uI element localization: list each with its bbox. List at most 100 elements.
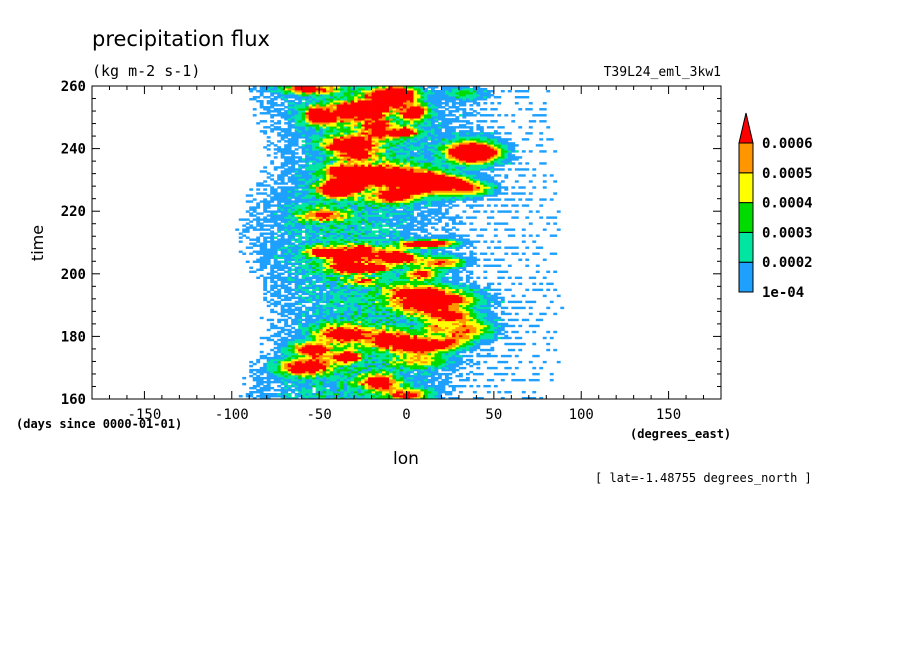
field-cell [249, 370, 254, 374]
field-cell [444, 332, 449, 336]
field-cell [266, 236, 271, 239]
field-cell [357, 286, 362, 290]
field-cell [406, 360, 411, 364]
field-cell [399, 258, 404, 261]
field-cell [340, 360, 344, 364]
field-cell [462, 350, 467, 354]
field-cell [336, 312, 341, 316]
field-cell [500, 310, 505, 314]
field-cell [434, 370, 439, 374]
field-cell [343, 304, 348, 308]
field-cell [294, 346, 299, 350]
field-cell [385, 358, 390, 362]
field-cell [368, 242, 372, 245]
field-cell [434, 392, 439, 396]
field-cell [427, 378, 432, 382]
field-cell [465, 294, 470, 298]
field-cell [389, 392, 393, 396]
field-cell [378, 342, 383, 346]
field-cell [347, 384, 351, 388]
field-cell [504, 336, 509, 340]
field-cell [298, 300, 303, 304]
field-cell [455, 240, 460, 243]
field-cell [270, 248, 275, 251]
field-cell [382, 278, 386, 282]
field-cell [273, 248, 278, 251]
field-cell [462, 298, 467, 302]
field-cell [423, 276, 428, 280]
field-cell [371, 384, 376, 388]
field-cell [280, 294, 285, 298]
field-cell [326, 248, 331, 251]
field-cell [357, 256, 362, 259]
field-cell [448, 306, 453, 310]
field-cell [413, 274, 418, 278]
field-cell [357, 242, 362, 245]
field-cell [284, 260, 289, 263]
field-cell [396, 296, 400, 300]
field-cell [329, 256, 334, 259]
field-cell [535, 270, 540, 273]
field-cell [444, 320, 449, 324]
field-cell [434, 302, 439, 306]
field-cell [420, 272, 425, 276]
field-cell [277, 334, 282, 338]
field-cell [465, 260, 470, 263]
field-cell [448, 372, 453, 376]
field-cell [305, 244, 310, 247]
field-cell [413, 286, 418, 290]
field-cell [504, 246, 509, 249]
field-cell [291, 262, 296, 265]
field-cell [277, 240, 282, 243]
field-cell [284, 368, 289, 372]
field-cell [340, 282, 344, 286]
field-cell [266, 304, 271, 308]
field-cell [406, 258, 411, 261]
field-cell [305, 234, 310, 237]
field-cell [329, 310, 334, 314]
field-cell [329, 326, 334, 330]
field-cell [301, 276, 306, 280]
field-cell [277, 312, 282, 316]
field-cell [476, 264, 481, 267]
field-cell [497, 360, 502, 364]
field-cell [357, 312, 362, 316]
field-cell [497, 300, 502, 304]
field-cell [298, 280, 303, 284]
field-cell [336, 374, 341, 378]
field-cell [462, 324, 467, 328]
field-cell [305, 372, 310, 376]
field-cell [277, 354, 282, 358]
field-cell [333, 322, 338, 326]
field-cell [458, 354, 463, 358]
field-cell [416, 308, 421, 312]
field-cell [252, 270, 257, 273]
field-cell [423, 270, 428, 273]
field-cell [350, 260, 355, 263]
field-cell [252, 362, 257, 366]
field-cell [423, 260, 428, 263]
field-cell [333, 360, 338, 364]
field-cell [343, 296, 348, 300]
field-cell [252, 244, 257, 247]
field-cell [322, 368, 327, 372]
field-cell [371, 322, 376, 326]
field-cell [305, 332, 310, 336]
field-cell [500, 312, 505, 316]
field-cell [486, 296, 491, 300]
field-cell [270, 310, 275, 314]
field-cell [329, 358, 334, 362]
field-cell [403, 370, 407, 374]
field-cell [413, 350, 418, 354]
field-cell [277, 356, 282, 360]
field-cell [270, 288, 275, 292]
field-cell [392, 362, 397, 366]
field-cell [364, 252, 369, 255]
field-cell [385, 362, 390, 366]
field-cell [361, 296, 365, 300]
field-cell [406, 314, 411, 318]
field-cell [305, 248, 310, 251]
field-cell [368, 310, 372, 314]
field-cell [535, 288, 540, 292]
field-cell [441, 236, 446, 239]
